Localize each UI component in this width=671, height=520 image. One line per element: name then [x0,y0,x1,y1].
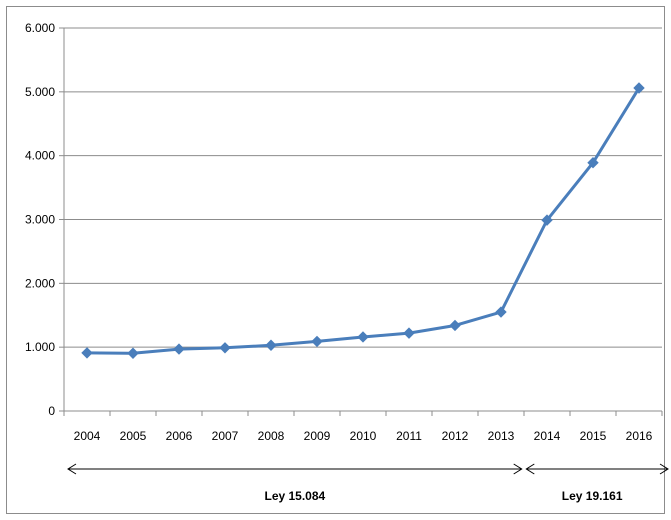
x-tick-label: 2013 [488,429,515,443]
x-tick-label: 2016 [626,429,653,443]
x-tick-label: 2005 [120,429,147,443]
x-tick-label: 2011 [396,429,422,443]
x-tick-label: 2015 [580,429,607,443]
period-annotations: Ley 15.084 Ley 19.161 [67,463,669,503]
y-tick-label: 1.000 [25,340,55,354]
data-point-marker [495,306,507,318]
x-tick-label: 2008 [258,429,285,443]
y-tick-labels: 0 1.000 2.000 3.000 4.000 5.000 6.000 [25,21,55,418]
axes [59,27,663,416]
y-tick-label: 0 [48,404,55,418]
x-tick-label: 2007 [212,429,239,443]
data-point-marker [81,347,93,359]
y-tick-label: 4.000 [25,149,55,163]
data-point-marker [587,156,599,169]
y-tick-label: 6.000 [25,21,55,35]
series-line [86,87,641,355]
data-point-marker [311,335,323,348]
period-arrow-head-right [659,463,669,475]
x-tick-label: 2004 [74,429,101,443]
data-point-marker [173,343,185,355]
x-tick-label: 2014 [534,429,561,443]
period-label: Ley 15.084 [264,489,325,503]
y-tick-label: 3.000 [25,213,55,227]
data-point-marker [127,347,139,359]
y-tick-label: 2.000 [25,276,55,290]
x-tick-label: 2010 [350,429,377,443]
data-point-marker [541,214,553,226]
period-arrow-head-left [525,463,535,475]
x-tick-label: 2006 [166,429,193,443]
gridlines [64,27,662,348]
x-tick-labels: 2004 2005 2006 2007 2008 2009 2010 2011 2012 2013… [74,429,653,443]
period-label: Ley 19.161 [562,489,623,503]
x-tick-label: 2012 [442,429,469,443]
series [81,82,645,359]
data-point-marker [403,327,415,339]
period-arrow-head-left [67,463,77,475]
data-point-marker [265,339,277,351]
data-point-marker [633,82,645,94]
period-arrow-head-right [513,463,523,475]
x-tick-label: 2009 [304,429,331,443]
data-point-marker [357,331,369,343]
y-tick-label: 5.000 [25,85,55,99]
data-point-marker [449,319,461,332]
chart-frame [6,6,665,514]
data-point-marker [219,342,231,354]
